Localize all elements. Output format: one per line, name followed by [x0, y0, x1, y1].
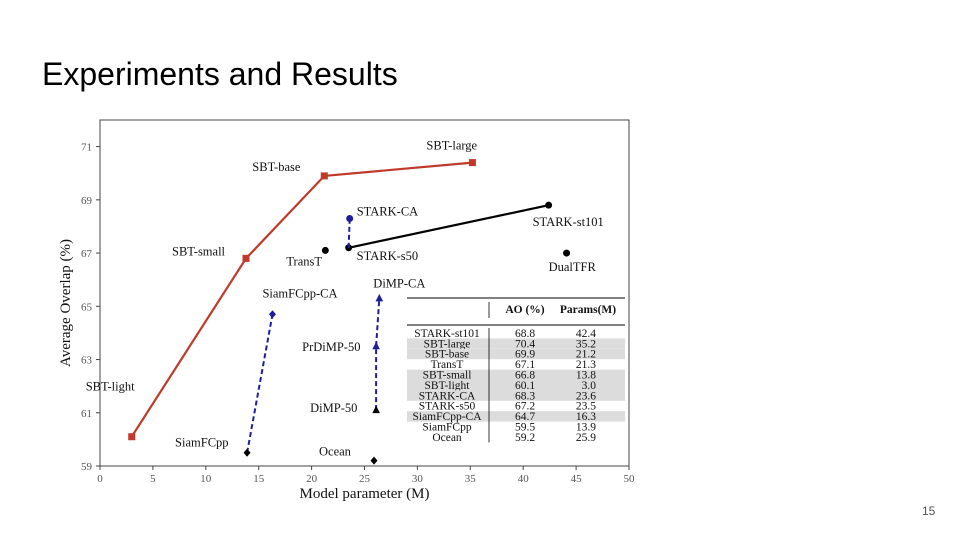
x-tick-label: 45 [571, 473, 583, 485]
data-point [372, 341, 380, 350]
data-point [268, 310, 276, 319]
x-axis-label: Model parameter (M) [300, 486, 430, 502]
table-cell: SiamFCpp [422, 422, 471, 434]
y-tick-label: 61 [81, 408, 92, 420]
table-cell: 70.4 [515, 338, 535, 350]
data-point [321, 246, 329, 254]
series-line [375, 298, 381, 411]
table-cell: 68.3 [515, 390, 535, 402]
data-point [128, 433, 136, 441]
table-row-shade [407, 390, 625, 401]
y-tick-label: 65 [81, 301, 93, 313]
point-label: DiMP-CA [373, 276, 425, 290]
table-cell: 25.9 [576, 432, 596, 444]
table-row-shade [407, 338, 625, 349]
data-point [545, 201, 553, 209]
table-header-cell: AO (%) [505, 304, 544, 316]
table-row-shade [407, 411, 625, 422]
x-tick-label: 30 [412, 473, 424, 485]
series-line [347, 218, 351, 248]
table-cell: 35.2 [576, 338, 596, 350]
table-cell: 66.8 [515, 370, 535, 382]
chart: 0 5 10 15 20 25 30 35 40 45 50 59 61 63 65 67 69 71 Model … [58, 119, 636, 502]
point-label: PrDiMP-50 [302, 340, 360, 354]
slide-title: Experiments and Results [42, 56, 398, 92]
page-number: 15 [922, 504, 936, 518]
x-tick-label: 10 [200, 473, 212, 485]
table-cell: 67.1 [515, 359, 535, 371]
point-label: STARK-CA [357, 204, 419, 218]
point-label: SBT-light [86, 380, 135, 394]
table-cell: SBT-large [424, 338, 471, 350]
point-label: STARK-st101 [533, 215, 604, 229]
table-cell: 3.0 [582, 380, 597, 392]
table-row-shade [407, 380, 625, 391]
table-row-shade [407, 369, 625, 380]
data-point [372, 405, 380, 414]
point-label: DualTFR [549, 260, 597, 274]
table-cell: STARK-st101 [414, 328, 480, 340]
y-axis-label: Average Overlap (%) [58, 239, 74, 367]
point-label: DiMP-50 [310, 401, 357, 415]
x-tick-label: 5 [150, 473, 156, 485]
point-label: SBT-small [172, 244, 226, 258]
table-cell: STARK-CA [419, 390, 476, 402]
table-cell: 16.3 [576, 411, 596, 423]
table-cell: TransT [431, 359, 464, 371]
data-point [320, 172, 328, 180]
point-label: SiamFCpp [175, 436, 229, 450]
data-point [346, 214, 354, 222]
table-cell: 59.2 [515, 432, 535, 444]
series-line [130, 161, 473, 438]
y-tick-label: 67 [81, 248, 93, 260]
data-point [242, 254, 250, 262]
table-cell: 68.8 [515, 328, 535, 340]
point-label: TransT [286, 254, 322, 268]
table-cell: 13.8 [576, 370, 596, 382]
point-label: STARK-s50 [357, 249, 419, 263]
point-label: SiamFCpp-CA [262, 286, 337, 300]
table-header-cell: Params(M) [560, 304, 616, 316]
x-tick-label: 50 [624, 473, 636, 485]
table-cell: 59.5 [515, 422, 535, 434]
table-cell: 67.2 [515, 401, 535, 413]
point-label: SBT-large [426, 139, 477, 153]
point-label: Ocean [319, 445, 352, 459]
y-tick-label: 71 [81, 142, 92, 154]
data-point [563, 249, 571, 257]
table-cell: 21.2 [576, 349, 596, 361]
x-tick-label: 0 [97, 473, 103, 485]
table-cell: SBT-base [425, 349, 469, 361]
table-cell: 23.5 [576, 401, 596, 413]
table-cell: SBT-small [423, 370, 472, 382]
table-cell: SBT-light [425, 380, 471, 392]
x-tick-label: 40 [518, 473, 530, 485]
x-tick-label: 20 [306, 473, 318, 485]
table-cell: 64.7 [515, 411, 535, 423]
data-point [370, 456, 378, 465]
table-cell: 21.3 [576, 359, 596, 371]
table-cell: 13.9 [576, 422, 596, 434]
y-tick-label: 69 [81, 195, 93, 207]
data-point [243, 448, 251, 457]
table-cell: 42.4 [576, 328, 596, 340]
series-line [348, 204, 549, 249]
table-cell: STARK-s50 [419, 401, 476, 413]
table-cell: 23.6 [576, 390, 596, 402]
data-point [375, 293, 384, 302]
x-tick-label: 25 [359, 473, 371, 485]
y-tick-label: 63 [81, 355, 93, 367]
x-tick-label: 35 [465, 473, 477, 485]
table-cell: Ocean [432, 432, 462, 444]
series-line [246, 314, 274, 453]
table-cell: 60.1 [515, 380, 535, 392]
data-point [468, 159, 476, 167]
x-tick-label: 15 [253, 473, 265, 485]
table-cell: SiamFCpp-CA [412, 411, 482, 423]
point-label: SBT-base [252, 160, 301, 174]
table-cell: 69.9 [515, 349, 535, 361]
table-row-shade [407, 348, 625, 360]
y-tick-label: 59 [81, 461, 93, 473]
